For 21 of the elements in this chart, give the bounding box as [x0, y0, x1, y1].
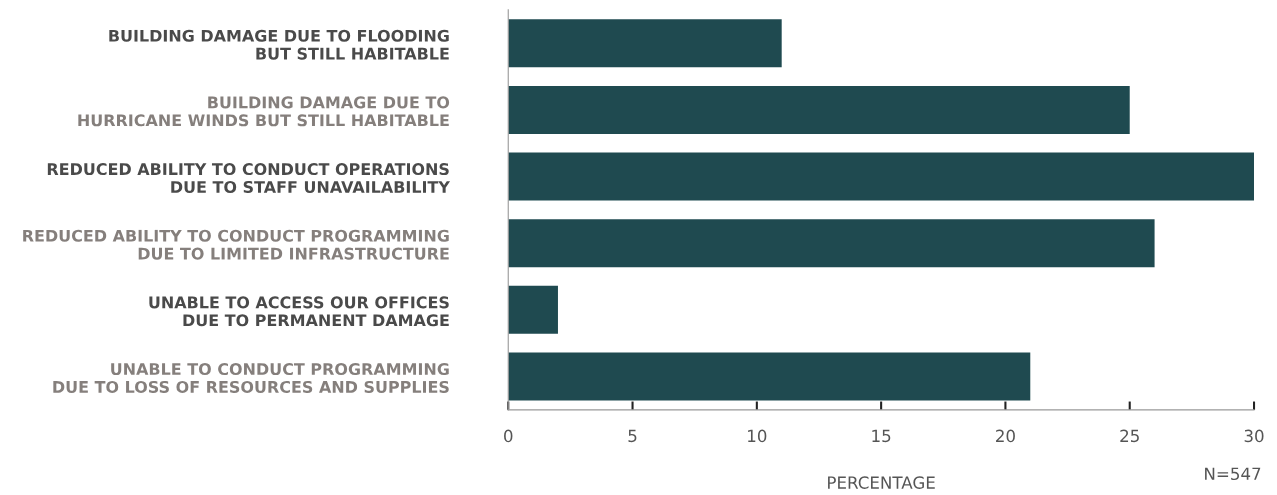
y-tick-label: UNABLE TO ACCESS OUR OFFICES DUE TO PERMANENT DAMAGE	[149, 296, 449, 327]
bar	[508, 85, 1130, 134]
x-tick-label: 25	[1120, 429, 1139, 443]
x-tick-label: 5	[628, 429, 637, 443]
bar	[508, 352, 1031, 401]
bar	[508, 152, 1255, 201]
bar	[508, 19, 782, 68]
x-tick-label: 10	[748, 429, 767, 443]
y-tick-label: REDUCED ABILITY TO CONDUCT OPERATIONS DUE TO STAFF UNAVAILABILITY	[47, 163, 451, 193]
y-tick-label: BUILDING DAMAGE DUE TO HURRICANE WINDS BUT STILL HABITABLE	[78, 96, 450, 127]
x-tick-label: 15	[872, 429, 891, 443]
x-tick-label: 30	[1244, 429, 1264, 443]
x-tick-label: 0	[504, 429, 513, 443]
x-tick-label: 20	[996, 429, 1015, 443]
y-tick-label: BUILDING DAMAGE DUE TO FLOODING BUT STILL HABITABLE	[109, 29, 449, 60]
bar	[508, 285, 558, 334]
x-axis-title: PERCENTAGE	[828, 476, 935, 489]
y-tick-label: UNABLE TO CONDUCT PROGRAMMING DUE TO LOSS OF RESOURCES AND SUPPLIES	[53, 363, 449, 393]
y-tick-label: REDUCED ABILITY TO CONDUCT PROGRAMMING DUE TO LIMITED INFRASTRUCTURE	[23, 229, 449, 260]
bar	[508, 219, 1155, 268]
text: N=547	[1205, 467, 1261, 481]
